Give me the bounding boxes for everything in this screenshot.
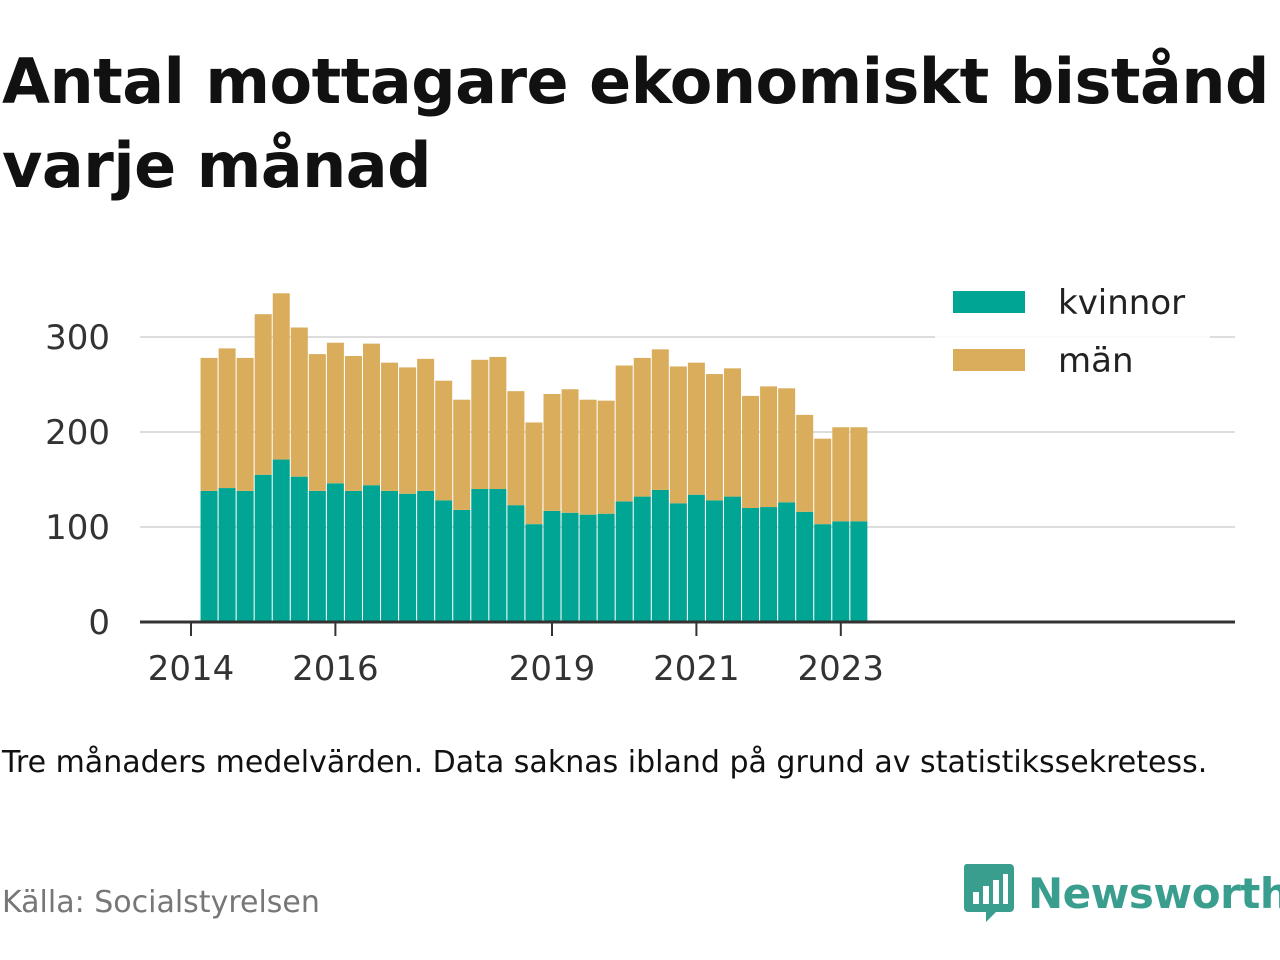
bar-man xyxy=(326,342,344,484)
bar-kvinnor xyxy=(651,489,669,622)
bar-kvinnor xyxy=(290,476,308,622)
bar-man xyxy=(615,365,633,502)
brand-name: Newsworthy xyxy=(1028,868,1280,918)
bar-kvinnor xyxy=(417,490,435,622)
bar-kvinnor xyxy=(453,509,471,622)
bar-man xyxy=(633,357,651,497)
bar-kvinnor xyxy=(200,490,218,622)
bar-man xyxy=(236,357,254,491)
bar-kvinnor xyxy=(543,510,561,622)
x-tick-label: 2019 xyxy=(509,649,596,689)
bar-kvinnor xyxy=(525,524,543,622)
bar-kvinnor xyxy=(705,500,723,622)
bar-kvinnor xyxy=(254,474,272,622)
bar-man xyxy=(705,374,723,501)
legend-swatch-man xyxy=(953,349,1025,371)
bar-man xyxy=(850,427,868,522)
bar-man xyxy=(308,354,326,491)
bar-kvinnor xyxy=(471,489,489,622)
y-tick-label: 0 xyxy=(88,603,110,643)
legend-label-kvinnor: kvinnor xyxy=(1058,283,1185,323)
bar-man xyxy=(597,400,615,514)
bar-man xyxy=(832,427,850,522)
bar-man xyxy=(471,359,489,489)
bar-man xyxy=(344,356,362,491)
bar-kvinnor xyxy=(832,521,850,622)
bar-kvinnor xyxy=(850,521,868,622)
bar-man xyxy=(724,368,742,497)
grid-lines: 0 100 200 300 xyxy=(45,318,1235,643)
bar-kvinnor xyxy=(669,503,687,622)
bar-man xyxy=(778,388,796,503)
bar-man xyxy=(290,327,308,477)
bar-man xyxy=(363,343,381,486)
bar-man xyxy=(489,356,507,489)
x-tick-label: 2016 xyxy=(292,649,379,689)
bar-man xyxy=(525,422,543,525)
bar-man xyxy=(561,389,579,513)
bar-man xyxy=(651,349,669,490)
x-tick-label: 2023 xyxy=(798,649,885,689)
bar-kvinnor xyxy=(344,490,362,622)
legend-label-man: män xyxy=(1058,341,1134,381)
bar-man xyxy=(399,367,417,494)
bar-kvinnor xyxy=(326,483,344,622)
newsworthy-logo-icon xyxy=(963,864,1014,922)
chart-title: Antal mottagare ekonomiskt bistånd varje… xyxy=(2,45,1269,202)
y-tick-label: 100 xyxy=(45,508,110,548)
bar-man xyxy=(381,362,399,491)
y-tick-label: 200 xyxy=(45,413,110,453)
bars xyxy=(200,293,868,622)
bar-kvinnor xyxy=(814,524,832,622)
source-credit: Källa: Socialstyrelsen xyxy=(2,885,320,920)
bar-man xyxy=(507,391,525,506)
legend-swatch-kvinnor xyxy=(953,291,1025,313)
chart-note: Tre månaders medelvärden. Data saknas ib… xyxy=(2,745,1208,780)
brand-logo: Newsworthy xyxy=(962,862,1280,924)
bar-man xyxy=(814,438,832,525)
bar-man xyxy=(254,314,272,475)
bar-kvinnor xyxy=(742,508,760,622)
bar-man xyxy=(417,358,435,491)
bar-kvinnor xyxy=(778,502,796,622)
bar-man xyxy=(760,386,778,508)
bar-man xyxy=(669,366,687,504)
y-tick-label: 300 xyxy=(45,318,110,358)
bar-kvinnor xyxy=(489,489,507,622)
axes: 2014 2016 2019 2021 2023 xyxy=(140,620,1235,689)
x-tick-label: 2014 xyxy=(148,649,235,689)
legend: kvinnor män xyxy=(935,280,1210,398)
bar-kvinnor xyxy=(724,496,742,622)
bar-kvinnor xyxy=(760,507,778,622)
bar-kvinnor xyxy=(687,494,705,622)
bar-man xyxy=(272,293,290,460)
bar-kvinnor xyxy=(597,513,615,622)
bar-man xyxy=(453,399,471,510)
bar-kvinnor xyxy=(435,500,453,622)
stacked-bar-chart: 0 100 200 300 2014 2016 2019 2021 2023 kvinnor … xyxy=(45,280,1235,689)
bar-man xyxy=(579,399,597,515)
bar-kvinnor xyxy=(615,501,633,622)
bar-man xyxy=(435,380,453,501)
bar-kvinnor xyxy=(218,488,236,622)
bar-kvinnor xyxy=(381,490,399,622)
bar-man xyxy=(200,357,218,491)
bar-man xyxy=(687,362,705,495)
bar-kvinnor xyxy=(507,505,525,622)
bar-man xyxy=(218,348,236,489)
bar-man xyxy=(543,394,561,511)
x-tick-label: 2021 xyxy=(653,649,740,689)
bar-kvinnor xyxy=(561,512,579,622)
bar-kvinnor xyxy=(633,496,651,622)
bar-kvinnor xyxy=(363,485,381,622)
bar-kvinnor xyxy=(399,493,417,622)
bar-man xyxy=(796,414,814,512)
bar-kvinnor xyxy=(236,490,254,622)
bar-kvinnor xyxy=(308,490,326,622)
bar-kvinnor xyxy=(579,514,597,622)
bar-man xyxy=(742,395,760,508)
bar-kvinnor xyxy=(272,459,290,622)
bar-kvinnor xyxy=(796,511,814,622)
